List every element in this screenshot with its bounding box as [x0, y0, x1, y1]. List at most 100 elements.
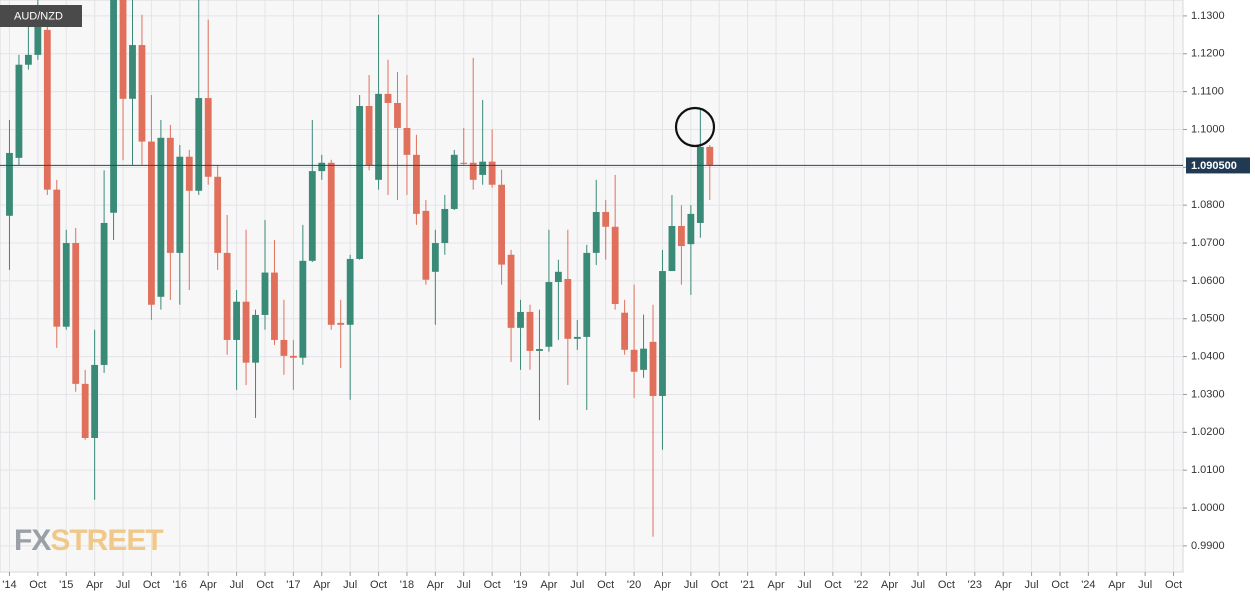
candle-body: [6, 152, 13, 216]
y-tick-label: 1.0300: [1191, 388, 1225, 400]
candles: [6, 0, 714, 537]
y-tick-label: 1.0400: [1191, 351, 1225, 363]
candle-body: [43, 29, 51, 190]
chart-title: AUD/NZD: [14, 10, 63, 22]
watermark: FXSTREET: [14, 524, 163, 557]
candle-body: [138, 45, 146, 142]
x-tick-label: Jul: [797, 579, 811, 591]
x-tick-label: Oct: [824, 579, 841, 591]
candle-body: [214, 176, 222, 253]
y-tick-label: 1.0800: [1191, 199, 1225, 211]
x-tick-label: Apr: [767, 579, 784, 591]
candle-body: [479, 161, 487, 175]
y-tick-label: 1.1300: [1191, 10, 1225, 22]
candle-body: [536, 349, 543, 351]
candle-body: [526, 311, 534, 351]
x-tick-label: '17: [286, 579, 300, 591]
candle-body: [687, 213, 695, 245]
candle-body: [271, 272, 278, 340]
candle-body: [460, 162, 468, 164]
candle-body: [346, 258, 354, 325]
y-tick-label: 1.0000: [1191, 502, 1225, 514]
candle-body: [450, 154, 458, 209]
x-tick-label: '20: [627, 579, 641, 591]
x-tick-label: '22: [854, 579, 868, 591]
candle-body: [659, 271, 666, 396]
candle-body: [375, 93, 382, 180]
candle-body: [91, 364, 99, 438]
y-tick-label: 1.0200: [1191, 426, 1225, 438]
candle-body: [573, 336, 581, 339]
last-price-box: [1186, 157, 1250, 174]
candle-body: [166, 137, 174, 253]
candle-body: [602, 211, 610, 227]
last-price-label: 1.090500: [1191, 160, 1237, 172]
candle-body: [148, 141, 155, 305]
candle-body: [15, 64, 23, 158]
y-tick-label: 1.1100: [1191, 86, 1224, 98]
candle-body: [431, 243, 439, 272]
candle-body: [252, 314, 259, 363]
x-tick-label: Jul: [684, 579, 698, 591]
x-tick-label: '18: [400, 579, 414, 591]
candle-body: [242, 301, 250, 363]
y-tick-label: 1.0100: [1191, 464, 1225, 476]
candle-body: [308, 171, 316, 261]
y-tick-label: 1.0500: [1191, 313, 1225, 325]
candle-body: [34, 19, 42, 55]
x-tick-label: Apr: [540, 579, 557, 591]
candle-body: [110, 0, 117, 213]
x-tick-label: Oct: [938, 579, 955, 591]
candle-body: [81, 383, 89, 438]
y-tick-label: 1.1200: [1191, 48, 1225, 60]
candle-body: [545, 282, 553, 347]
candle-body: [280, 339, 288, 356]
candle-body: [583, 252, 591, 337]
x-tick-label: '15: [59, 579, 73, 591]
candle-body: [564, 278, 572, 339]
candle-body: [507, 254, 515, 328]
x-tick-label: Apr: [200, 579, 217, 591]
plot-area: [0, 0, 1184, 573]
candle-body: [62, 243, 70, 327]
x-tick-label: Jul: [230, 579, 244, 591]
x-tick-label: Oct: [1051, 579, 1068, 591]
candle-body: [204, 98, 212, 177]
candle-body: [611, 226, 619, 304]
title-box: [0, 5, 82, 27]
candle-body: [422, 210, 430, 280]
x-tick-label: Oct: [711, 579, 728, 591]
x-tick-label: '19: [513, 579, 527, 591]
candle-body: [195, 98, 203, 191]
x-tick-label: Apr: [427, 579, 444, 591]
watermark-fx: FX: [14, 524, 51, 557]
x-tick-label: Oct: [484, 579, 501, 591]
x-tick-label: '23: [968, 579, 982, 591]
candle-body: [678, 225, 685, 247]
x-tick-label: '14: [2, 579, 16, 591]
candle-body: [365, 105, 373, 166]
candle-body: [299, 260, 307, 358]
x-tick-label: Apr: [995, 579, 1012, 591]
x-tick-label: '24: [1081, 579, 1095, 591]
candle-body: [72, 243, 80, 384]
candle-body: [630, 349, 638, 372]
candle-body: [185, 156, 193, 191]
candle-body: [53, 189, 61, 327]
x-tick-label: Oct: [370, 579, 387, 591]
candle-body: [554, 271, 562, 283]
candle-body: [356, 105, 364, 259]
x-tick-label: Apr: [313, 579, 330, 591]
candle-body: [640, 348, 647, 370]
candle-body: [469, 162, 477, 180]
x-tick-label: '21: [740, 579, 754, 591]
candle-body: [621, 312, 629, 350]
x-tick-label: '16: [173, 579, 187, 591]
x-tick-label: Jul: [116, 579, 130, 591]
y-tick-label: 1.1000: [1191, 123, 1225, 135]
candle-body: [668, 225, 676, 272]
x-tick-label: Apr: [881, 579, 898, 591]
y-tick-label: 1.0600: [1191, 275, 1225, 287]
x-tick-label: Jul: [570, 579, 584, 591]
candle-body: [517, 311, 524, 328]
